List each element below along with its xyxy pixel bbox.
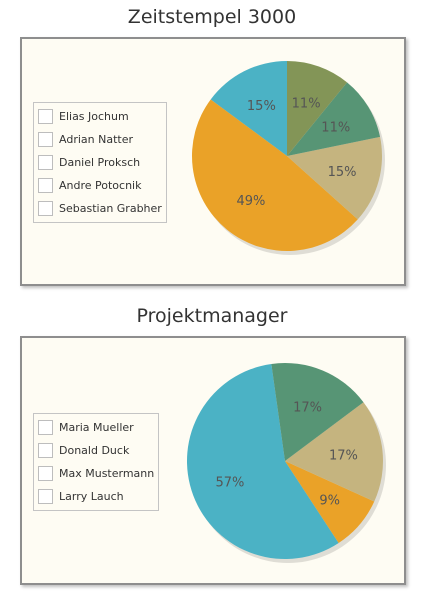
- legend-label: Sebastian Grabher: [59, 202, 162, 215]
- chart-panel-zeitstempel: Elias Jochum Adrian Natter Daniel Proksc…: [20, 37, 406, 286]
- legend-label: Elias Jochum: [59, 110, 129, 123]
- legend-item: Maria Mueller: [38, 416, 154, 439]
- pie-label: 15%: [328, 165, 357, 180]
- pie-label: 15%: [247, 99, 276, 114]
- pie-chart-zeitstempel: 15% 49% 15% 11%11%: [191, 61, 385, 255]
- pie-label: 57%: [216, 476, 245, 491]
- legend-item: Donald Duck: [38, 439, 154, 462]
- legend-zeitstempel: Elias Jochum Adrian Natter Daniel Proksc…: [33, 102, 167, 223]
- pie-label: 17%: [293, 401, 322, 416]
- legend-label: Larry Lauch: [59, 490, 124, 503]
- legend-swatch: [38, 155, 53, 170]
- legend-projektmanager: Maria Mueller Donald Duck Max Mustermann…: [33, 413, 160, 511]
- legend-label: Max Mustermann: [59, 467, 155, 480]
- legend-swatch: [38, 420, 53, 435]
- legend-swatch: [38, 178, 53, 193]
- pie-label: 11%: [292, 96, 321, 111]
- legend-label: Daniel Proksch: [59, 156, 141, 169]
- pie-slice-elias-jochum: [210, 61, 287, 156]
- pie-label: 11%: [321, 120, 350, 135]
- pie-slice-sebastian-grabher: [287, 61, 348, 156]
- chart-title-projektmanager: Projektmanager: [136, 305, 288, 327]
- pie-slice-larry-lauch: [271, 363, 364, 461]
- legend-item: Elias Jochum: [38, 105, 162, 128]
- pie-slice-donald-duck: [285, 461, 375, 544]
- legend-item: Max Mustermann: [38, 462, 154, 485]
- legend-swatch: [38, 132, 53, 147]
- pie-slice-andre-potocnik: [287, 82, 381, 156]
- legend-item: Sebastian Grabher: [38, 197, 162, 220]
- pie-slice-maria-mueller: [186, 363, 339, 559]
- legend-label: Adrian Natter: [59, 133, 133, 146]
- pie-label: 9%: [319, 493, 340, 508]
- pie-slice-adrian-natter: [191, 99, 358, 252]
- legend-item: Daniel Proksch: [38, 151, 162, 174]
- legend-swatch: [38, 443, 53, 458]
- pie-label: 49%: [237, 194, 266, 209]
- legend-label: Donald Duck: [59, 444, 130, 457]
- legend-swatch: [38, 201, 53, 216]
- legend-label: Andre Potocnik: [59, 179, 142, 192]
- legend-item: Adrian Natter: [38, 128, 162, 151]
- legend-item: Larry Lauch: [38, 485, 154, 508]
- legend-label: Maria Mueller: [59, 421, 134, 434]
- legend-item: Andre Potocnik: [38, 174, 162, 197]
- pie-slice-max-mustermann: [285, 402, 383, 502]
- legend-swatch: [38, 109, 53, 124]
- chart-title-zeitstempel: Zeitstempel 3000: [127, 6, 297, 28]
- pie-slice-daniel-proksch: [287, 136, 382, 220]
- legend-swatch: [38, 489, 53, 504]
- pie-label: 17%: [329, 449, 358, 464]
- chart-panel-projektmanager: Maria Mueller Donald Duck Max Mustermann…: [20, 336, 406, 585]
- pie-chart-projektmanager: 57% 9% 17% 17%: [186, 363, 386, 563]
- legend-swatch: [38, 466, 53, 481]
